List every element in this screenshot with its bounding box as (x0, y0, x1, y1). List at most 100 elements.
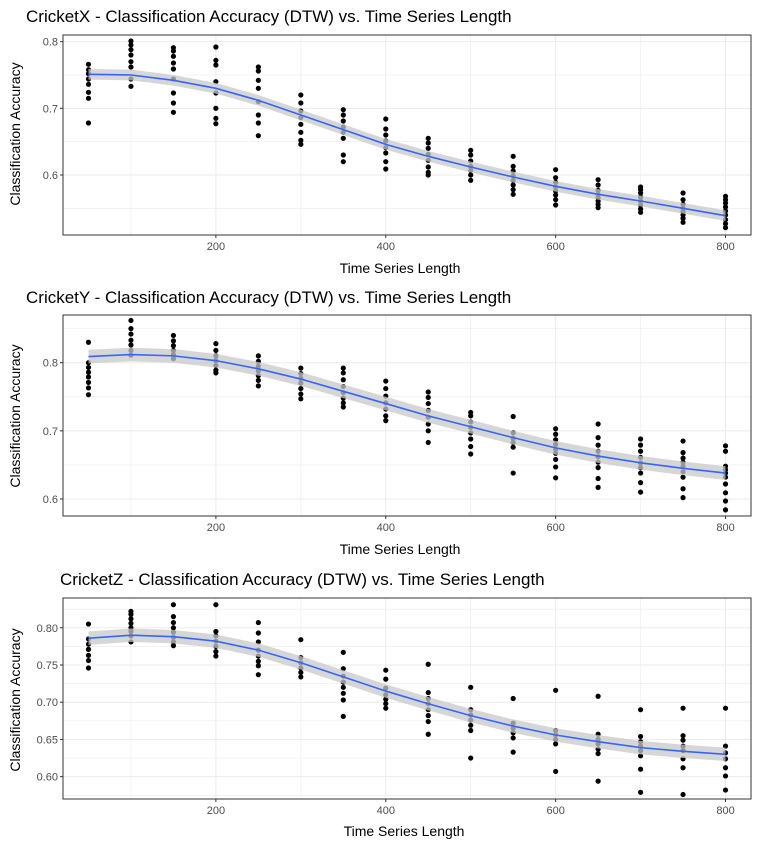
data-point (722, 743, 729, 749)
data-point (510, 413, 516, 420)
data-point (128, 326, 134, 332)
data-point (383, 132, 389, 138)
data-point (468, 684, 474, 690)
data-point (85, 120, 92, 126)
data-point (255, 619, 261, 626)
data-point (298, 121, 304, 127)
data-point (170, 338, 177, 344)
data-point (722, 490, 729, 496)
data-point (553, 741, 559, 747)
data-point (340, 107, 346, 113)
data-point (468, 755, 474, 761)
data-point (383, 418, 389, 424)
data-point (213, 649, 219, 655)
data-point (722, 448, 729, 454)
data-point (170, 614, 177, 620)
data-point (637, 442, 644, 448)
trend-line (88, 73, 726, 217)
data-point (340, 118, 346, 124)
y-tick-label: 0.7 (43, 103, 58, 115)
y-tick-label: 0.70 (37, 697, 58, 709)
data-point (680, 474, 686, 480)
data-point (298, 137, 304, 143)
data-point (425, 731, 431, 737)
data-point (170, 100, 177, 106)
chart-title: CricketX - Classification Accuracy (DTW)… (26, 7, 512, 26)
y-tick-label: 0.75 (37, 660, 58, 672)
data-point (383, 413, 389, 419)
data-point (680, 791, 686, 798)
data-point (85, 364, 92, 371)
data-point (680, 197, 686, 203)
data-point (637, 209, 644, 215)
y-tick-label: 0.8 (43, 358, 58, 370)
data-point (553, 197, 559, 203)
data-point (553, 167, 559, 173)
x-tick-label: 200 (207, 805, 225, 817)
data-point (298, 637, 304, 643)
data-point (383, 676, 389, 682)
data-point (510, 163, 516, 169)
data-point (128, 337, 134, 343)
data-point (85, 652, 92, 658)
data-point (680, 438, 686, 444)
data-point (340, 377, 346, 383)
data-point (213, 347, 219, 354)
data-point (85, 339, 92, 345)
x-tick-label: 600 (546, 805, 564, 817)
data-point (383, 385, 389, 392)
x-tick-label: 800 (716, 522, 734, 534)
data-point (128, 52, 134, 58)
data-point (128, 83, 134, 89)
data-point (595, 484, 601, 490)
data-point (213, 341, 219, 347)
x-tick-label: 800 (716, 241, 734, 253)
data-point (722, 507, 729, 513)
data-point (595, 182, 601, 188)
data-point (383, 378, 389, 384)
panel-border (62, 597, 752, 800)
data-point (680, 737, 686, 743)
data-point (255, 77, 261, 83)
data-point (128, 59, 134, 65)
confidence-band (88, 628, 726, 762)
data-point (637, 766, 644, 772)
data-point (170, 53, 177, 59)
data-point (595, 475, 601, 482)
data-point (213, 628, 219, 635)
panel-border (62, 34, 752, 236)
data-point (298, 100, 304, 106)
data-point (468, 147, 474, 153)
data-point (468, 172, 474, 178)
data-point (383, 116, 389, 122)
data-point (425, 389, 431, 395)
data-point (255, 120, 261, 126)
data-point (298, 385, 304, 392)
x-axis-title: Time Series Length (344, 823, 465, 839)
data-point (340, 713, 346, 719)
data-point (255, 68, 261, 74)
data-point (213, 370, 219, 376)
data-point (510, 187, 516, 193)
data-point (170, 60, 177, 66)
data-point (553, 464, 559, 470)
data-point (510, 695, 516, 702)
x-tick-label: 600 (546, 241, 564, 253)
data-point (468, 436, 474, 442)
data-point (425, 661, 431, 667)
data-point (85, 374, 92, 380)
data-point (425, 439, 431, 446)
data-point (425, 718, 431, 725)
data-point (255, 112, 261, 118)
data-point (595, 778, 601, 784)
data-point (595, 693, 601, 699)
data-point (255, 133, 261, 139)
data-point (128, 64, 134, 70)
data-point (722, 443, 729, 449)
data-point (468, 727, 474, 734)
data-point (128, 38, 134, 44)
confidence-band (88, 69, 726, 221)
plot-area: 200 400 600 800 0.60 0.65 0.70 0.75 0.80 (37, 597, 752, 817)
data-point (213, 121, 219, 127)
data-point (722, 787, 729, 793)
